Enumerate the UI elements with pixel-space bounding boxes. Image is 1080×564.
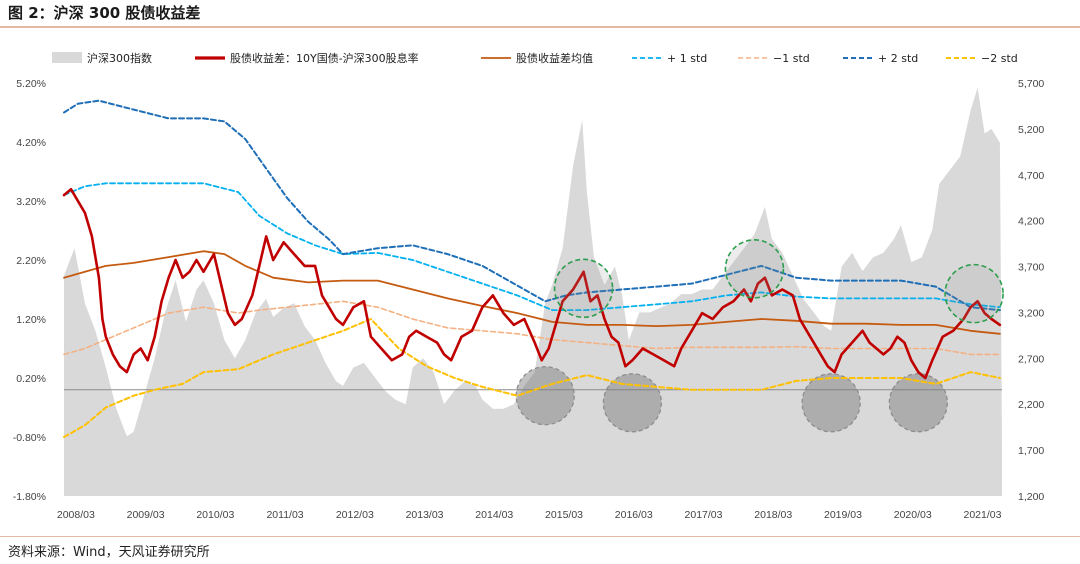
grey-circle-0: [515, 366, 575, 426]
x-tick-4: 2012/03: [336, 509, 374, 521]
x-tick-8: 2016/03: [615, 509, 653, 521]
legend-label-1: 股债收益差：10Y国债-沪深300股息率: [230, 51, 419, 65]
y-left-tick-5: 0.20%: [16, 373, 46, 385]
top-rule: [0, 26, 1080, 28]
axes-layer: 5.20% 4.20% 3.20% 2.20% 1.20% 0.20% -0.80% -1.8…: [13, 78, 1045, 521]
green-circle-1: [724, 239, 785, 299]
series-line-3: [63, 182, 1001, 311]
x-tick-7: 2015/03: [545, 509, 583, 521]
legend-label-5: + 2 std: [878, 52, 918, 65]
y-left-tick-4: 1.20%: [16, 314, 46, 326]
source-note: 资料来源：Wind，天风证券研究所: [8, 545, 210, 560]
green-circle-0: [553, 258, 614, 319]
x-tick-10: 2018/03: [754, 509, 792, 521]
bottom-rule: [0, 536, 1080, 537]
green-circle-2: [944, 263, 1004, 324]
y-left-tick-3: 2.20%: [16, 255, 46, 267]
y-left-tick-1: 4.20%: [16, 137, 46, 149]
y-left-tick-6: -0.80%: [13, 432, 46, 444]
legend-label-0: 沪深300指数: [87, 51, 152, 65]
x-tick-2: 2010/03: [196, 509, 234, 521]
series-line-6: [63, 318, 1001, 438]
series-line-1: [62, 187, 1002, 380]
x-tick-11: 2019/03: [824, 509, 862, 521]
annotation-front-layer: [553, 239, 1004, 324]
y-right-tick-8: 1,700: [1018, 445, 1044, 457]
legend-label-4: −1 std: [773, 52, 810, 65]
x-tick-5: 2013/03: [406, 509, 444, 521]
legend-label-2: 股债收益差均值: [516, 51, 593, 65]
y-right-tick-4: 3,700: [1018, 262, 1044, 274]
grey-circle-2: [801, 373, 861, 433]
chart-legend: 沪深300指数 股债收益差：10Y国债-沪深300股息率 股债收益差均值 + 1 st…: [52, 51, 1018, 65]
y-right-tick-5: 3,200: [1018, 307, 1044, 319]
spread-chart: 沪深300指数 股债收益差：10Y国债-沪深300股息率 股债收益差均值 + 1 st…: [13, 51, 1045, 521]
y-right-tick-0: 5,700: [1018, 78, 1044, 90]
index-area-layer: [64, 87, 1002, 496]
x-tick-0: 2008/03: [57, 509, 95, 521]
x-tick-12: 2020/03: [894, 509, 932, 521]
y-right-tick-6: 2,700: [1018, 353, 1044, 365]
y-right-tick-1: 5,200: [1018, 124, 1044, 136]
legend-label-3: + 1 std: [667, 52, 707, 65]
series-line-4: [63, 300, 1001, 356]
x-tick-13: 2021/03: [963, 509, 1001, 521]
y-right-tick-2: 4,700: [1018, 170, 1044, 182]
index-area: [64, 87, 1002, 496]
y-right-tick-9: 1,200: [1018, 491, 1044, 503]
y-left-tick-7: -1.80%: [13, 491, 46, 503]
legend-label-6: −2 std: [981, 52, 1018, 65]
y-left-tick-2: 3.20%: [16, 196, 46, 208]
figure-title: 图 2：沪深 300 股债收益差: [8, 4, 201, 22]
legend-swatch-index-area: [52, 52, 82, 63]
x-tick-6: 2014/03: [475, 509, 513, 521]
x-tick-1: 2009/03: [127, 509, 165, 521]
grey-circle-1: [602, 373, 663, 433]
x-tick-3: 2011/03: [266, 509, 303, 521]
y-right-tick-7: 2,200: [1018, 399, 1044, 411]
x-tick-9: 2017/03: [685, 509, 723, 521]
series-line-5: [63, 99, 1001, 312]
y-left-tick-0: 5.20%: [16, 78, 46, 90]
y-right-tick-3: 4,200: [1018, 216, 1044, 228]
series-line-layer: [62, 99, 1002, 438]
